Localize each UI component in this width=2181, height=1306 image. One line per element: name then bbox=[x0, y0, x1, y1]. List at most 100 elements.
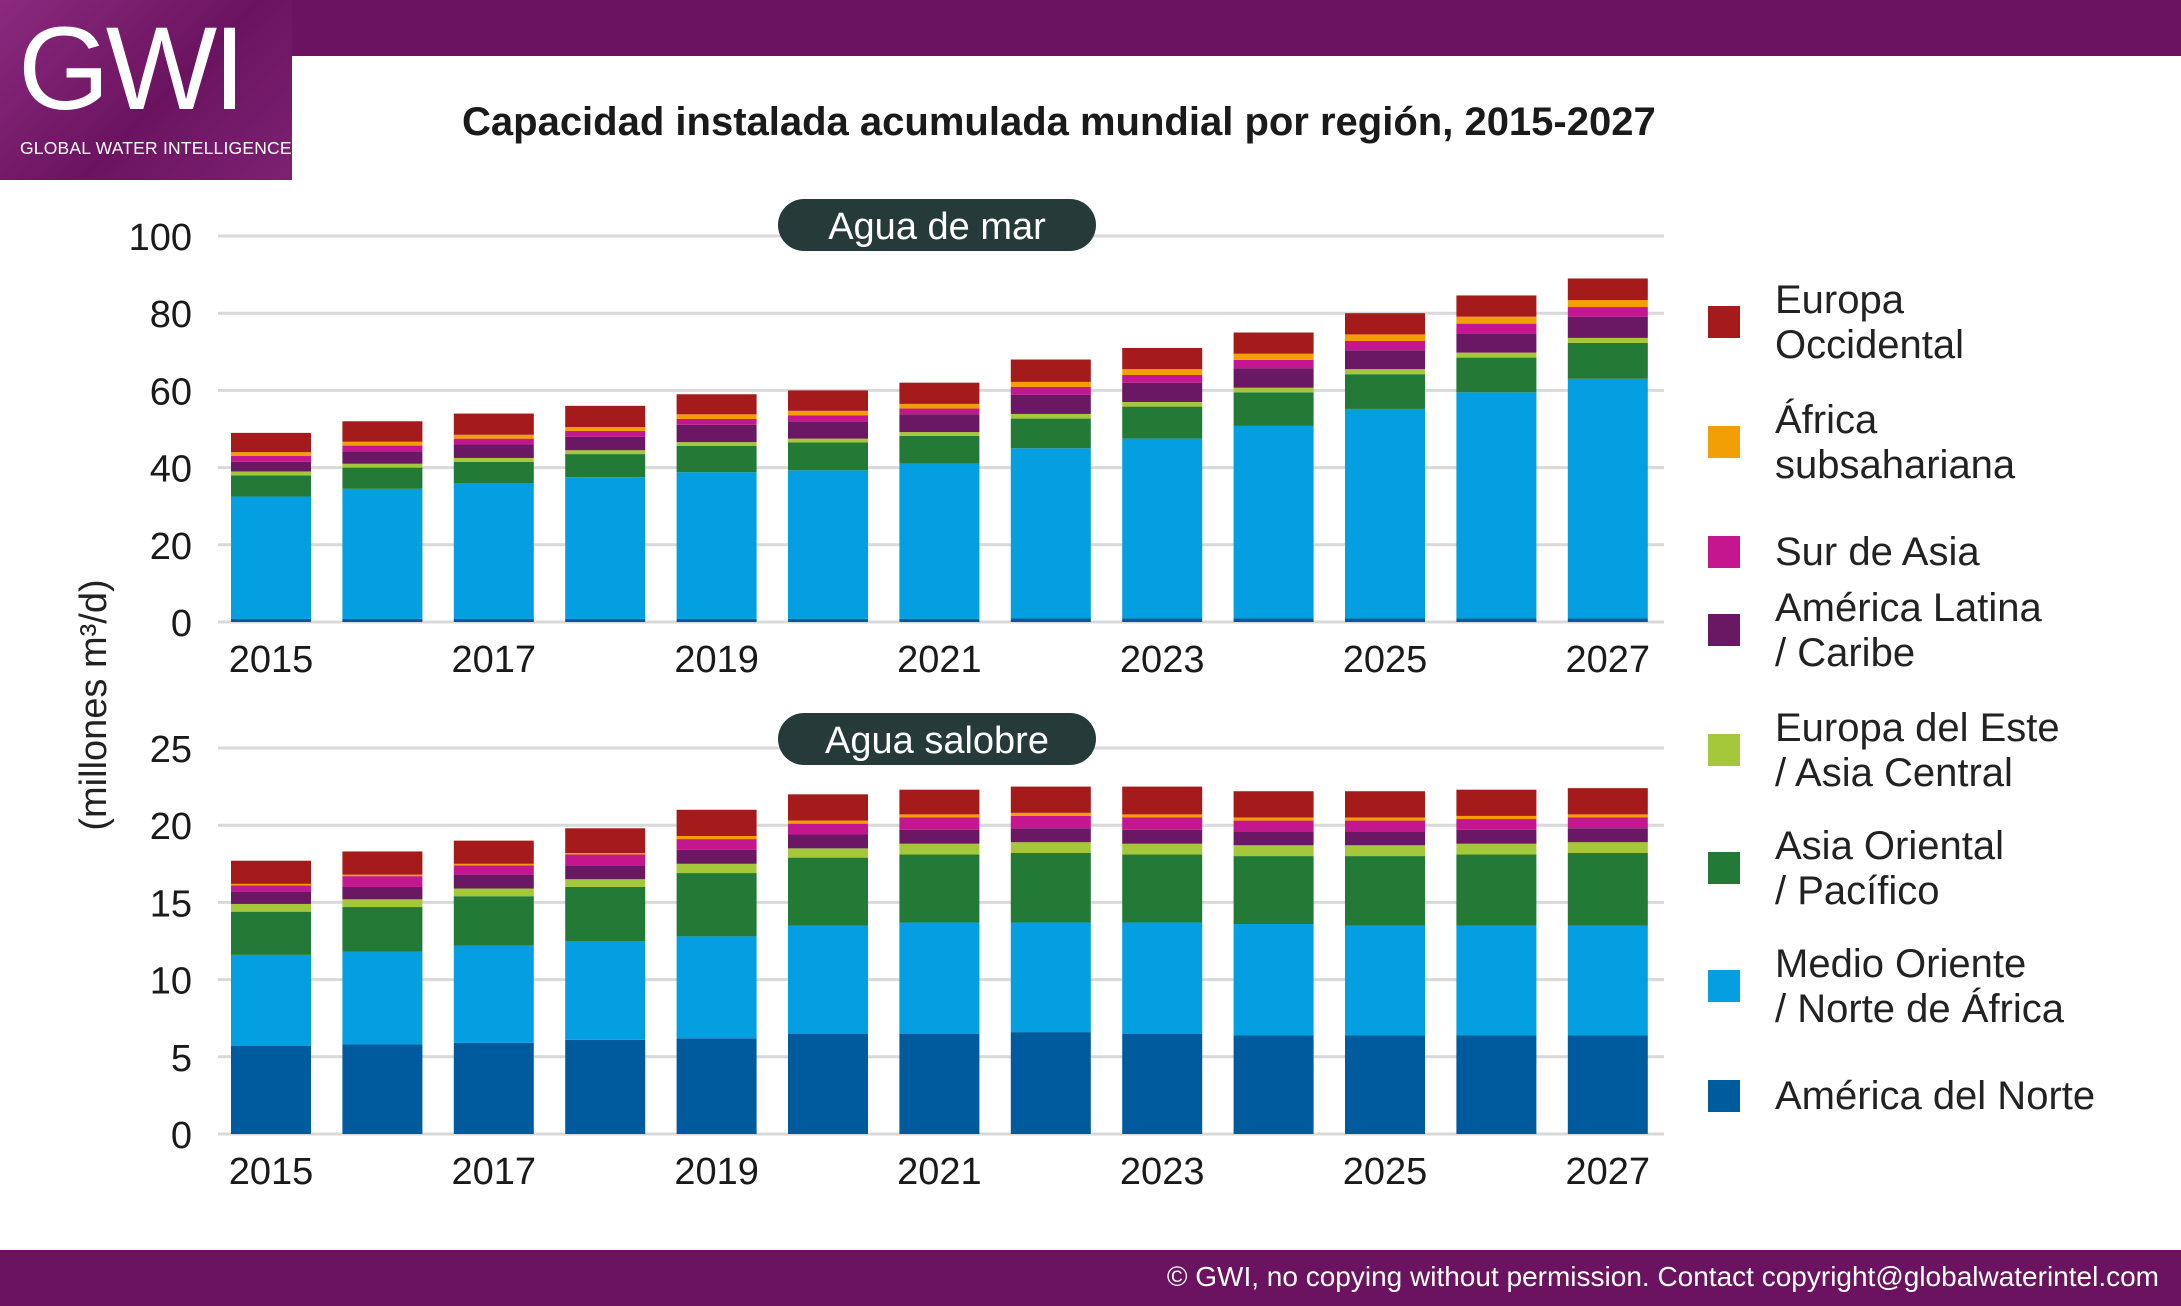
seawater-bar-2016-europa-del-este-asia-central bbox=[342, 463, 423, 468]
seawater-bar-2023-europa-occidental bbox=[1122, 347, 1203, 370]
brackish-bar-2021-europa-del-este-asia-central bbox=[899, 843, 980, 855]
seawater-x-tick-label: 2027 bbox=[1566, 639, 1651, 681]
seawater-bar-2015-am-rica-del-norte bbox=[231, 618, 311, 622]
seawater-bar-2027-medio-oriente-norte-de-frica bbox=[1567, 378, 1648, 619]
brackish-bar-2023-medio-oriente-norte-de-frica bbox=[1122, 922, 1203, 1034]
seawater-bar-2017-sur-de-asia bbox=[453, 438, 534, 445]
seawater-bar-2019-europa-occidental bbox=[676, 394, 757, 415]
seawater-bar-2021-am-rica-del-norte bbox=[899, 618, 980, 622]
brackish-bar-2022-europa-del-este-asia-central bbox=[1010, 842, 1091, 853]
seawater-bar-2024-europa-occidental bbox=[1233, 332, 1314, 354]
brackish-bar-2019-europa-del-este-asia-central bbox=[676, 863, 757, 874]
brackish-bar-2017-am-rica-latina-caribe bbox=[453, 874, 534, 889]
brackish-bar-2019-sur-de-asia bbox=[676, 839, 757, 850]
legend-swatch bbox=[1708, 1080, 1740, 1112]
brackish-bar-2026-sur-de-asia bbox=[1456, 819, 1537, 830]
brackish-bar-2025-am-rica-latina-caribe bbox=[1345, 831, 1425, 846]
seawater-bar-2024-medio-oriente-norte-de-frica bbox=[1233, 425, 1314, 619]
brackish-bar-2022-medio-oriente-norte-de-frica bbox=[1010, 922, 1091, 1033]
seawater-bar-2019-am-rica-del-norte bbox=[676, 618, 757, 622]
brackish-bar-2021-europa-occidental bbox=[899, 789, 980, 815]
seawater-bar-2018-asia-oriental-pac-fico bbox=[565, 454, 646, 478]
brackish-bar-2015-europa-del-este-asia-central bbox=[231, 903, 311, 912]
seawater-bar-2024-europa-del-este-asia-central bbox=[1233, 387, 1314, 393]
brackish-bar-2015-europa-occidental bbox=[231, 860, 311, 884]
seawater-bar-2027-am-rica-latina-caribe bbox=[1567, 316, 1648, 338]
brackish-bar-2025--frica-subsahariana bbox=[1345, 817, 1425, 821]
seawater-bar-2022-asia-oriental-pac-fico bbox=[1010, 418, 1091, 449]
brackish-bar-2017-am-rica-del-norte bbox=[453, 1042, 534, 1134]
legend-label: América Latina / Caribe bbox=[1775, 586, 2042, 675]
seawater-bar-2026-medio-oriente-norte-de-frica bbox=[1456, 392, 1537, 619]
seawater-bar-2021-am-rica-latina-caribe bbox=[899, 414, 980, 433]
brackish-bar-2027-europa-del-este-asia-central bbox=[1567, 842, 1648, 853]
brackish-bar-2022-sur-de-asia bbox=[1010, 815, 1091, 829]
brackish-bar-2022-europa-occidental bbox=[1010, 786, 1091, 813]
brackish-bar-2026-medio-oriente-norte-de-frica bbox=[1456, 925, 1537, 1036]
brackish-panel-label: Agua salobre bbox=[825, 720, 1049, 762]
seawater-bar-2023-am-rica-latina-caribe bbox=[1122, 382, 1203, 402]
brackish-bar-2017-europa-del-este-asia-central bbox=[453, 888, 534, 897]
seawater-bar-2027-europa-del-este-asia-central bbox=[1567, 337, 1648, 343]
seawater-bar-2015-medio-oriente-norte-de-frica bbox=[231, 496, 311, 619]
seawater-bar-2022-sur-de-asia bbox=[1010, 386, 1091, 395]
brackish-bar-2024-europa-occidental bbox=[1233, 791, 1314, 818]
seawater-bar-2016-asia-oriental-pac-fico bbox=[342, 467, 423, 489]
legend-swatch bbox=[1708, 970, 1740, 1002]
seawater-x-tick-label: 2025 bbox=[1343, 639, 1428, 681]
seawater-bar-2017-medio-oriente-norte-de-frica bbox=[453, 483, 534, 619]
seawater-bar-2018-am-rica-latina-caribe bbox=[565, 436, 646, 451]
brackish-bar-2026-asia-oriental-pac-fico bbox=[1456, 854, 1537, 926]
seawater-bar-2023-am-rica-del-norte bbox=[1122, 618, 1203, 622]
seawater-y-tick-label: 0 bbox=[171, 603, 192, 645]
seawater-bar-2015-europa-del-este-asia-central bbox=[231, 471, 311, 476]
brackish-x-tick-label: 2017 bbox=[452, 1151, 537, 1193]
seawater-bar-2016--frica-subsahariana bbox=[342, 441, 423, 446]
brackish-bar-2025-europa-del-este-asia-central bbox=[1345, 845, 1425, 857]
seawater-bar-2018-sur-de-asia bbox=[565, 430, 646, 437]
brackish-bar-2018-asia-oriental-pac-fico bbox=[565, 886, 646, 941]
brackish-bar-2022-asia-oriental-pac-fico bbox=[1010, 852, 1091, 923]
brackish-bar-2024-am-rica-latina-caribe bbox=[1233, 831, 1314, 846]
brackish-bar-2016-asia-oriental-pac-fico bbox=[342, 907, 423, 952]
brackish-bar-2016-europa-del-este-asia-central bbox=[342, 899, 423, 908]
brackish-bar-2016-europa-occidental bbox=[342, 851, 423, 875]
brackish-bar-2021-asia-oriental-pac-fico bbox=[899, 854, 980, 923]
brackish-y-tick-label: 0 bbox=[171, 1115, 192, 1157]
brackish-bar-2026-europa-occidental bbox=[1456, 789, 1537, 816]
brackish-bar-2017-sur-de-asia bbox=[453, 865, 534, 875]
brackish-y-tick-label: 25 bbox=[150, 729, 192, 771]
brackish-bar-2016-am-rica-latina-caribe bbox=[342, 886, 423, 900]
legend-label: Medio Oriente / Norte de África bbox=[1775, 942, 2065, 1031]
brackish-bar-2020-medio-oriente-norte-de-frica bbox=[788, 925, 868, 1034]
seawater-bar-2024-sur-de-asia bbox=[1233, 359, 1314, 369]
brackish-bar-2017-asia-oriental-pac-fico bbox=[453, 896, 534, 946]
brackish-x-tick-label: 2021 bbox=[897, 1151, 982, 1193]
brackish-bar-2019-asia-oriental-pac-fico bbox=[676, 873, 757, 937]
seawater-bar-2025--frica-subsahariana bbox=[1345, 334, 1425, 341]
brackish-x-tick-label: 2023 bbox=[1120, 1151, 1205, 1193]
seawater-bar-2020--frica-subsahariana bbox=[788, 410, 868, 416]
seawater-bar-2019-europa-del-este-asia-central bbox=[676, 442, 757, 446]
seawater-bar-2026-asia-oriental-pac-fico bbox=[1456, 357, 1537, 393]
brackish-bar-2018-europa-occidental bbox=[565, 828, 646, 853]
seawater-bar-2022-am-rica-latina-caribe bbox=[1010, 394, 1091, 414]
seawater-bar-2019--frica-subsahariana bbox=[676, 414, 757, 419]
seawater-bar-2021-europa-del-este-asia-central bbox=[899, 432, 980, 436]
brackish-bar-2027-am-rica-latina-caribe bbox=[1567, 828, 1648, 843]
legend-swatch bbox=[1708, 852, 1740, 884]
brackish-y-tick-label: 5 bbox=[171, 1038, 192, 1080]
seawater-bar-2025-am-rica-latina-caribe bbox=[1345, 350, 1425, 370]
seawater-bar-2022-europa-occidental bbox=[1010, 359, 1091, 382]
brackish-bar-2027-medio-oriente-norte-de-frica bbox=[1567, 925, 1648, 1036]
brackish-bar-2024-medio-oriente-norte-de-frica bbox=[1233, 924, 1314, 1036]
brackish-bar-2025-am-rica-del-norte bbox=[1345, 1035, 1425, 1134]
brackish-bar-2027--frica-subsahariana bbox=[1567, 814, 1648, 818]
seawater-bar-2019-asia-oriental-pac-fico bbox=[676, 445, 757, 473]
brackish-bar-2024-asia-oriental-pac-fico bbox=[1233, 856, 1314, 925]
seawater-bar-2016-medio-oriente-norte-de-frica bbox=[342, 488, 423, 619]
brackish-bar-2017--frica-subsahariana bbox=[453, 863, 534, 866]
brackish-bar-2019-europa-occidental bbox=[676, 809, 757, 837]
brackish-bar-2026--frica-subsahariana bbox=[1456, 815, 1537, 820]
